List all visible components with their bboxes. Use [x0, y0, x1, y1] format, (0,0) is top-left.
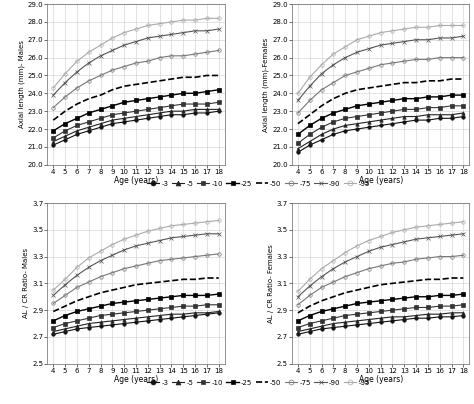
Y-axis label: AL / CR Ratio- Males: AL / CR Ratio- Males: [23, 248, 29, 318]
Y-axis label: Axial length (mm)-Females: Axial length (mm)-Females: [263, 37, 269, 132]
Y-axis label: Axial length (mm)- Males: Axial length (mm)- Males: [18, 40, 25, 128]
Legend: -3, -5, -10, -25, -50, -75, -90, -95: -3, -5, -10, -25, -50, -75, -90, -95: [147, 380, 370, 386]
X-axis label: Age (years): Age (years): [358, 176, 403, 185]
Legend: -3, -5, -10, -25, -50, -75, -90, -95: -3, -5, -10, -25, -50, -75, -90, -95: [147, 181, 370, 187]
Y-axis label: AL / CR Ratio- Females: AL / CR Ratio- Females: [268, 244, 274, 323]
X-axis label: Age (years): Age (years): [114, 176, 158, 185]
X-axis label: Age (years): Age (years): [114, 375, 158, 384]
X-axis label: Age (years): Age (years): [358, 375, 403, 384]
